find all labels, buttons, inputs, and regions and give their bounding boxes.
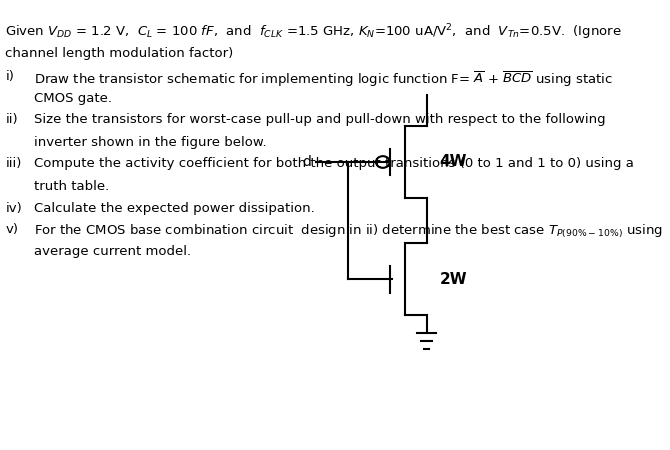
- Text: CMOS gate.: CMOS gate.: [34, 92, 113, 105]
- Text: d: d: [302, 155, 311, 169]
- Text: Given $V_{DD}$ = 1.2 V,  $C_L$ = 100 $fF$,  and  $f_{CLK}$ =1.5 GHz, $K_N$=100 u: Given $V_{DD}$ = 1.2 V, $C_L$ = 100 $fF$…: [5, 22, 622, 42]
- Text: v): v): [5, 223, 18, 236]
- Text: ii): ii): [5, 113, 18, 126]
- Text: For the CMOS base combination circuit  design in ii) determine the best case $T_: For the CMOS base combination circuit de…: [34, 223, 663, 240]
- Text: Draw the transistor schematic for implementing logic function F= $\overline{A}$ : Draw the transistor schematic for implem…: [34, 70, 613, 89]
- Text: 4W: 4W: [440, 154, 467, 170]
- Text: Size the transistors for worst-case pull-up and pull-down with respect to the fo: Size the transistors for worst-case pull…: [34, 113, 606, 126]
- Text: Calculate the expected power dissipation.: Calculate the expected power dissipation…: [34, 202, 315, 215]
- Text: average current model.: average current model.: [34, 245, 192, 258]
- Text: inverter shown in the figure below.: inverter shown in the figure below.: [34, 136, 267, 149]
- Text: truth table.: truth table.: [34, 180, 109, 193]
- Text: iv): iv): [5, 202, 22, 215]
- Text: i): i): [5, 70, 14, 83]
- Text: 2W: 2W: [440, 271, 467, 287]
- Text: channel length modulation factor): channel length modulation factor): [5, 47, 234, 60]
- Text: iii): iii): [5, 158, 21, 171]
- Text: Compute the activity coefficient for both the output transitions (0 to 1 and 1 t: Compute the activity coefficient for bot…: [34, 158, 634, 171]
